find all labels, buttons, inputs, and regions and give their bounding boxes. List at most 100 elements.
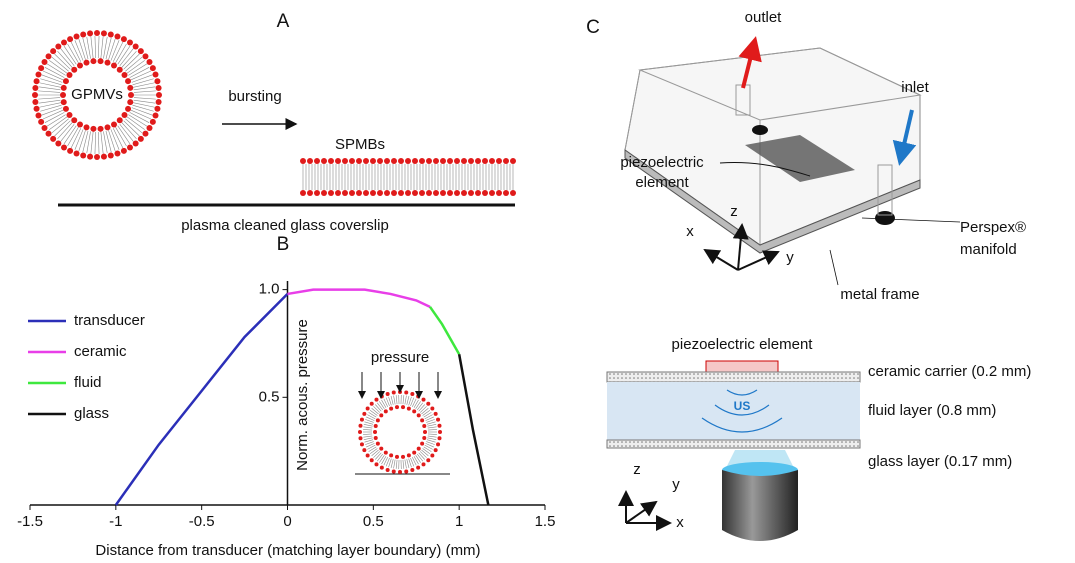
lipid-head	[61, 85, 67, 91]
lipid-head	[98, 58, 104, 64]
lipid-head	[438, 430, 442, 434]
lipid-head	[461, 190, 467, 196]
lipid-head	[46, 131, 52, 137]
axis-label: z	[633, 461, 641, 478]
lipid-tail	[403, 460, 404, 469]
lipid-head	[434, 448, 438, 452]
lipid-tail	[417, 454, 423, 461]
lipid-head	[373, 430, 377, 434]
lipid-head	[61, 99, 67, 105]
lipid-head	[440, 190, 446, 196]
lipid-tail	[427, 424, 436, 426]
lipid-tail	[369, 412, 377, 417]
lipid-head	[404, 470, 408, 474]
lipid-head	[426, 458, 430, 462]
data-line	[459, 354, 488, 505]
lipid-head	[392, 470, 396, 474]
lipid-head	[461, 158, 467, 164]
lipid-head	[300, 158, 306, 164]
lipid-head	[366, 454, 370, 458]
lipid-head	[374, 398, 378, 402]
lipid-tail	[134, 100, 156, 103]
lipid-head	[307, 158, 313, 164]
lipid-head	[328, 190, 334, 196]
lipid-head	[389, 407, 393, 411]
lipid-tail	[39, 87, 61, 90]
lipid-head	[362, 412, 366, 416]
lipid-head	[83, 124, 89, 130]
lipid-head	[55, 44, 61, 50]
lipid-head	[412, 158, 418, 164]
lipid-tail	[414, 400, 419, 408]
lipid-head	[101, 154, 107, 160]
lipid-tail	[42, 75, 63, 83]
lipid-head	[114, 151, 120, 157]
lipid-tail	[421, 450, 428, 456]
lipid-head	[61, 144, 67, 150]
lipid-head	[489, 190, 495, 196]
lipid-head	[438, 424, 442, 428]
lipid-head	[391, 190, 397, 196]
wave-label: US	[734, 399, 751, 413]
lipid-head	[379, 447, 383, 451]
lipid-tail	[417, 403, 423, 410]
lipid-tail	[424, 447, 432, 452]
lipid-head	[430, 406, 434, 410]
lipid-head	[496, 158, 502, 164]
lipid-tail	[428, 429, 437, 430]
lipid-tail	[363, 436, 372, 437]
inset-label: pressure	[371, 349, 429, 366]
lipid-head	[321, 158, 327, 164]
lipid-head	[454, 190, 460, 196]
lipid-tail	[98, 132, 99, 154]
lipid-head	[77, 63, 83, 69]
lipid-head	[379, 413, 383, 417]
lipid-head	[146, 59, 152, 65]
lipid-tail	[396, 460, 397, 469]
lipid-tail	[416, 455, 421, 462]
lipid-head	[398, 470, 402, 474]
lipid-head	[74, 151, 80, 157]
lipid-head	[422, 398, 426, 402]
lipid-head	[426, 402, 430, 406]
lipid-head	[146, 125, 152, 131]
axis-label: z	[730, 203, 738, 220]
lipid-head	[314, 190, 320, 196]
lipid-tail	[364, 440, 373, 442]
lipid-head	[349, 158, 355, 164]
lipid-head	[468, 158, 474, 164]
lipid-head	[342, 190, 348, 196]
lipid-head	[121, 36, 127, 42]
lipid-tail	[39, 100, 61, 103]
lipid-head	[32, 99, 38, 105]
lipid-head	[412, 409, 416, 413]
lipid-head	[94, 30, 100, 36]
lipid-head	[358, 430, 362, 434]
lipid-tail	[428, 434, 437, 435]
lipid-tail	[108, 130, 115, 151]
lipid-head	[482, 158, 488, 164]
lipid-tail	[363, 429, 372, 430]
lipid-tail	[427, 438, 436, 440]
lipid-head	[127, 40, 133, 46]
lipid-head	[360, 418, 364, 422]
lipid-head	[122, 112, 128, 118]
inlet-label: inlet	[901, 79, 929, 96]
lipid-head	[314, 158, 320, 164]
lipid-head	[67, 148, 73, 154]
lipid-tail	[420, 406, 426, 412]
lipid-tail	[134, 91, 156, 93]
lipid-head	[468, 190, 474, 196]
panel-label: B	[277, 234, 290, 255]
lipid-head	[105, 60, 111, 66]
lipid-head	[156, 99, 162, 105]
lipid-head	[377, 190, 383, 196]
lipid-head	[98, 126, 104, 132]
lipid-tail	[394, 460, 396, 469]
panel-label: A	[277, 11, 290, 32]
lipid-head	[328, 158, 334, 164]
lipid-head	[34, 78, 40, 84]
lipid-tail	[407, 459, 409, 468]
page: {"panel_a": {"label": "A", "vesicle": "G…	[0, 0, 1075, 563]
lipid-head	[475, 158, 481, 164]
